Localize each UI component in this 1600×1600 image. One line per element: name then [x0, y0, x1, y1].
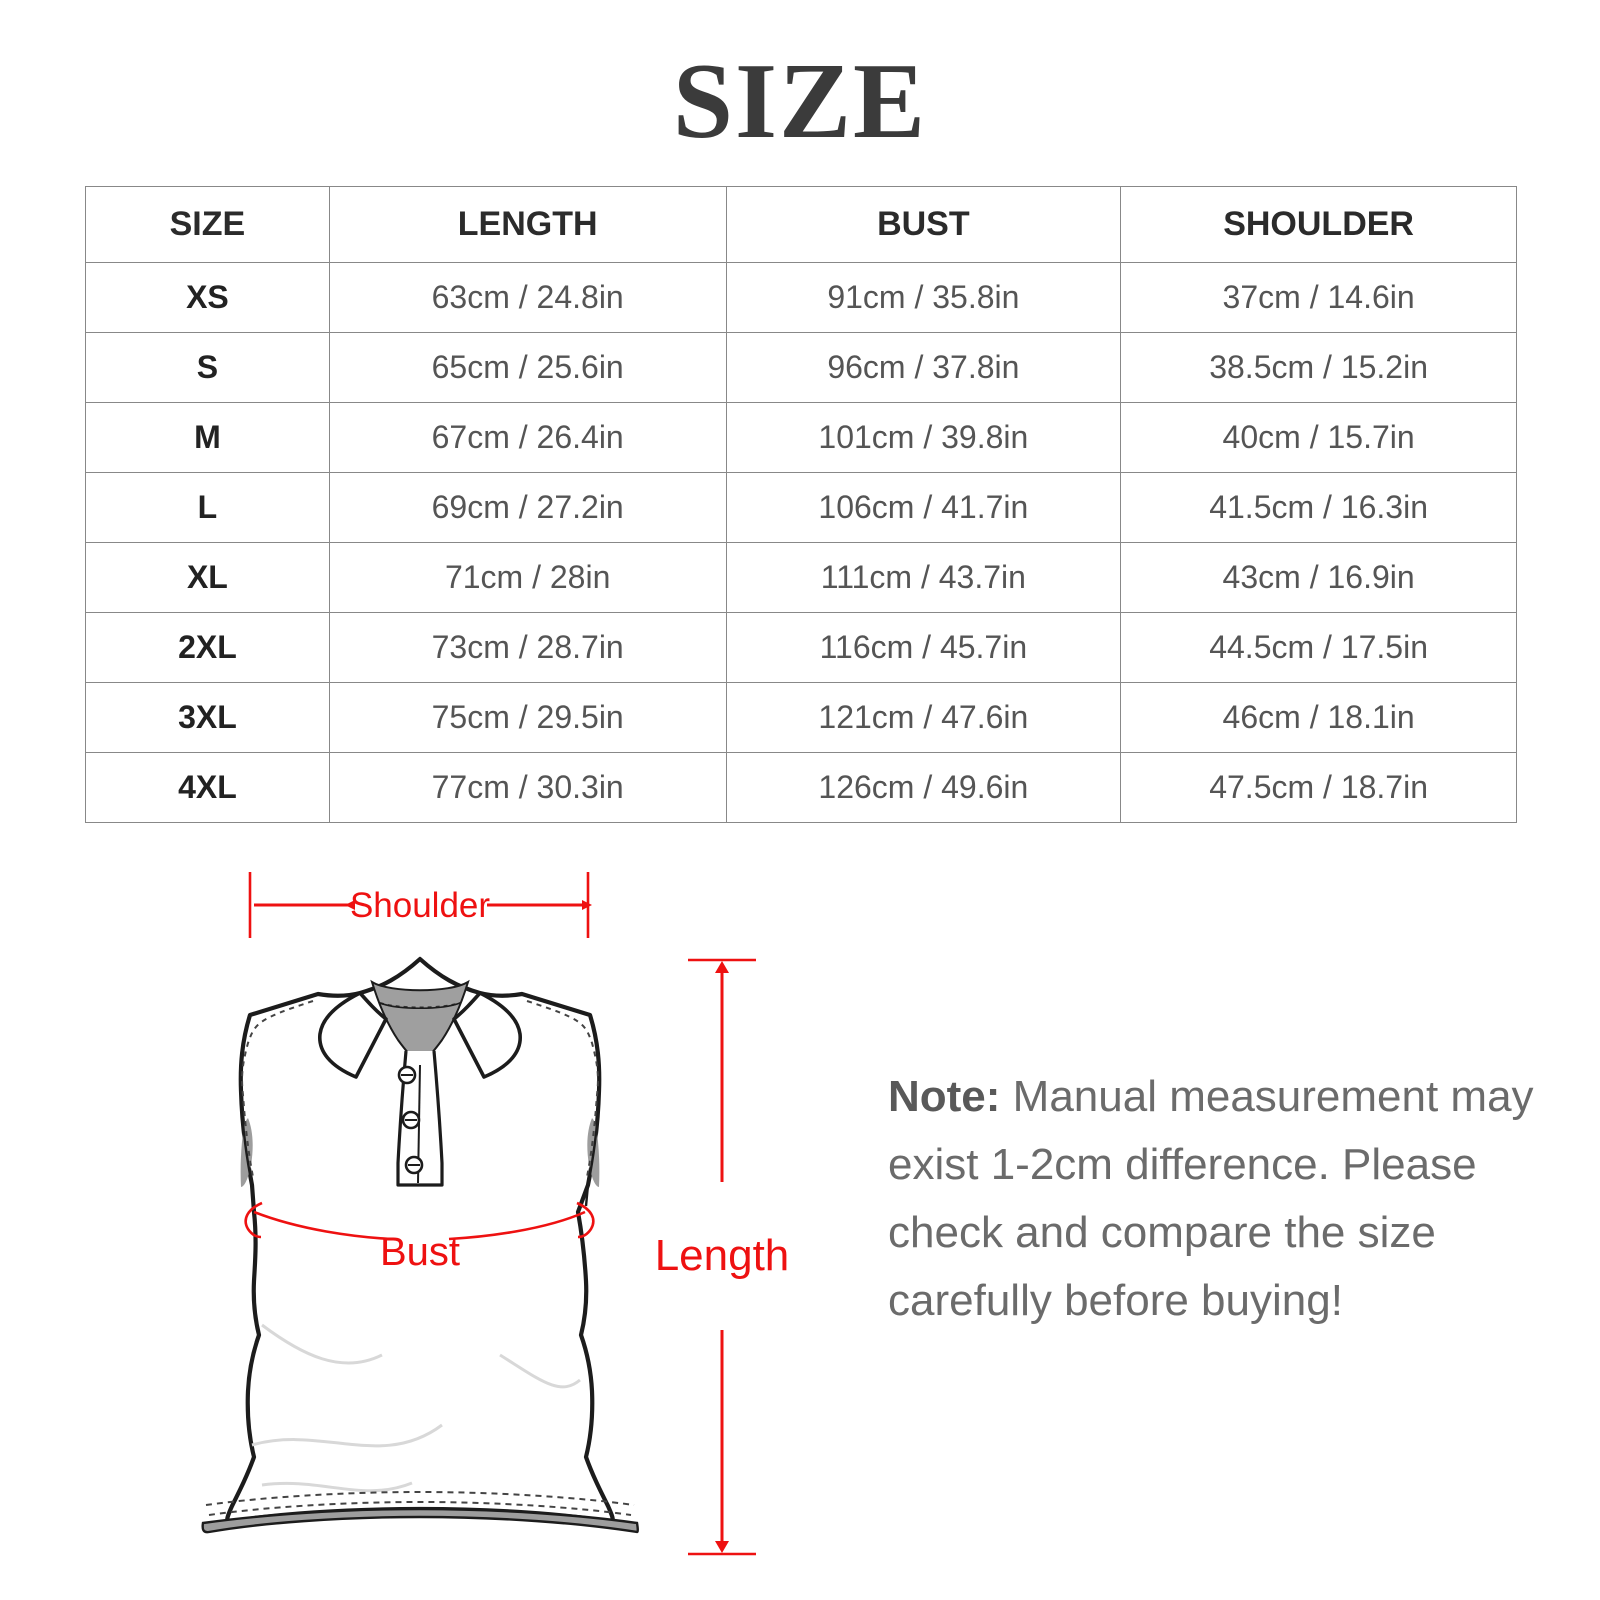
svg-text:Shoulder: Shoulder	[350, 886, 490, 925]
svg-text:Bust: Bust	[380, 1230, 460, 1274]
svg-text:Length: Length	[655, 1231, 790, 1280]
